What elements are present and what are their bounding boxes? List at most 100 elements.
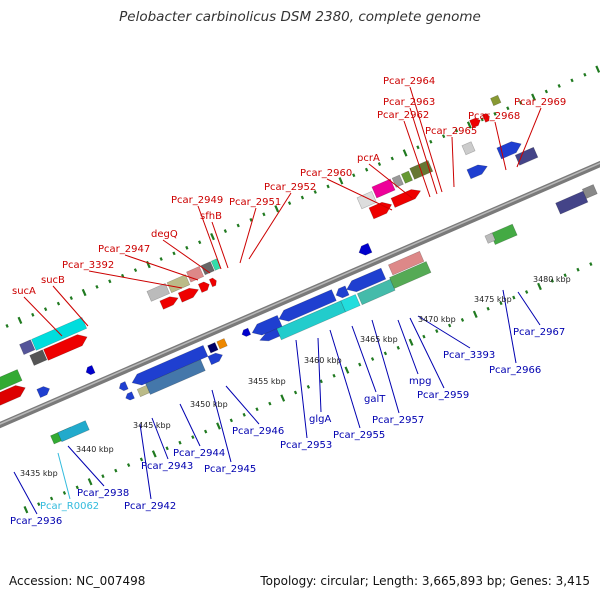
label-leader [57, 452, 71, 500]
label-leader [295, 339, 308, 439]
tick-mark [466, 121, 472, 129]
gene-label-upper: Pcar_2968 [468, 111, 520, 122]
gene-label-lower: Pcar_2938 [77, 488, 129, 499]
label-leader [211, 221, 229, 269]
label-leader [397, 319, 419, 375]
tick-mark [229, 418, 233, 423]
gene-feature [389, 261, 432, 289]
label-leader [516, 107, 542, 168]
gene-label-lower: Pcar_3393 [443, 350, 495, 361]
scale-label: 3450 kbp [190, 400, 228, 409]
tick-mark [486, 306, 490, 311]
gene-feature [278, 289, 337, 322]
map-title: Pelobacter carbinolicus DSM 2380, comple… [119, 9, 481, 25]
gene-feature [371, 178, 396, 199]
tick-mark [274, 205, 280, 213]
label-leader [517, 291, 541, 326]
gene-feature [555, 190, 589, 215]
gene-feature [358, 242, 373, 256]
tick-mark [287, 201, 292, 206]
gene-feature [251, 315, 283, 336]
label-leader [494, 121, 507, 171]
tick-mark [544, 89, 549, 94]
tick-mark [56, 301, 61, 306]
label-leader [248, 192, 292, 260]
tick-mark [126, 463, 131, 467]
backbone-highlight [0, 162, 600, 425]
label-leader [88, 270, 183, 289]
tick-mark [408, 338, 414, 346]
gene-feature [340, 294, 361, 313]
tick-mark [402, 149, 408, 157]
tick-mark [576, 267, 580, 272]
label-leader [179, 403, 201, 447]
gene-feature [19, 339, 36, 355]
gene-feature [200, 261, 215, 276]
backbone-line [0, 160, 600, 429]
label-leader [368, 163, 413, 199]
tick-mark [377, 162, 382, 166]
tick-mark [31, 312, 35, 317]
gene-feature [514, 146, 539, 166]
label-leader [162, 239, 211, 274]
topology-text: Topology: circular; Length: 3,665,893 bp… [260, 574, 590, 588]
gene-label-upper: Pcar_2969 [514, 97, 566, 108]
tick-mark [383, 351, 388, 356]
tick-mark [165, 446, 169, 451]
label-leaders [13, 86, 542, 515]
tick-mark [422, 334, 426, 339]
gene-feature [57, 420, 90, 443]
tick-mark [101, 474, 105, 479]
gene-label-lower: Pcar_2966 [489, 365, 541, 376]
gene-label-upper: sfhB [200, 211, 222, 222]
gene-feature [43, 334, 88, 361]
gene-feature [216, 338, 228, 350]
tick-mark [198, 240, 202, 245]
gene-feature [208, 277, 217, 288]
scale-label: 3440 kbp [76, 445, 114, 454]
tick-mark [306, 384, 311, 389]
label-leader [13, 471, 38, 515]
gene-label-upper: Pcar_2947 [98, 244, 150, 255]
tick-mark [185, 245, 189, 250]
gene-label-lower: Pcar_2946 [232, 426, 284, 437]
label-leader [409, 107, 438, 195]
label-leader [409, 317, 445, 389]
tick-mark [319, 379, 323, 384]
gene-feature [581, 184, 598, 199]
tick-mark [43, 307, 48, 312]
tick-mark [531, 93, 536, 101]
accession-text: Accession: NC_007498 [9, 574, 146, 588]
gene-feature [36, 386, 51, 398]
scale-labels: 3435 kbp 3440 kbp 3445 kbp 3450 kbp 3455 kbp… [20, 275, 571, 478]
label-leader [326, 178, 393, 211]
gene-label-upper: Pcar_2949 [171, 195, 223, 206]
gene-label-upper: Pcar_3392 [62, 260, 114, 271]
label-leader [317, 337, 322, 413]
tick-mark [69, 296, 73, 300]
gene-feature [207, 342, 219, 354]
tick-mark [557, 84, 561, 88]
label-leader [197, 205, 222, 270]
gene-label-upper: degQ [151, 229, 178, 240]
scale-label: 3475 kbp [474, 295, 512, 304]
tick-mark [151, 450, 157, 458]
tick-mark [210, 232, 215, 241]
scale-label: 3435 kbp [20, 469, 58, 478]
tick-mark [159, 257, 163, 261]
gene-feature [118, 381, 129, 392]
label-leader [139, 423, 152, 500]
gene-label-lower: Pcar_2945 [204, 464, 256, 475]
label-leader [329, 329, 361, 429]
label-leader [409, 86, 443, 193]
tick-mark [396, 345, 400, 350]
label-leader [502, 289, 517, 364]
label-leader [239, 207, 257, 264]
gene-label-lower: Pcar_2959 [417, 390, 469, 401]
gene-feature [388, 250, 425, 276]
label-leader [371, 319, 400, 414]
tick-mark [23, 506, 29, 514]
tick-mark [178, 440, 182, 445]
tick-mark [108, 279, 112, 284]
